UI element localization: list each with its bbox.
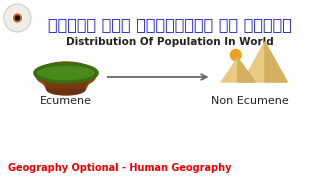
Text: Non Ecumene: Non Ecumene [212,96,289,106]
Polygon shape [265,42,287,82]
Circle shape [16,16,20,20]
Text: Geography Optional - Human Geography: Geography Optional - Human Geography [8,163,231,173]
Polygon shape [238,58,255,82]
Text: Distribution Of Population In World: Distribution Of Population In World [66,37,274,47]
Circle shape [13,14,21,22]
Text: Ecumene: Ecumene [40,96,92,106]
Polygon shape [39,75,93,89]
Polygon shape [43,77,89,88]
Ellipse shape [35,64,97,82]
Ellipse shape [36,62,96,88]
Circle shape [4,4,31,32]
Text: विश्व में जनसँख्या का वितरण: विश्व में जनसँख्या का वितरण [48,17,292,33]
Ellipse shape [47,83,85,95]
Circle shape [230,50,241,60]
Ellipse shape [12,14,23,22]
Polygon shape [221,58,255,82]
Polygon shape [243,42,287,82]
